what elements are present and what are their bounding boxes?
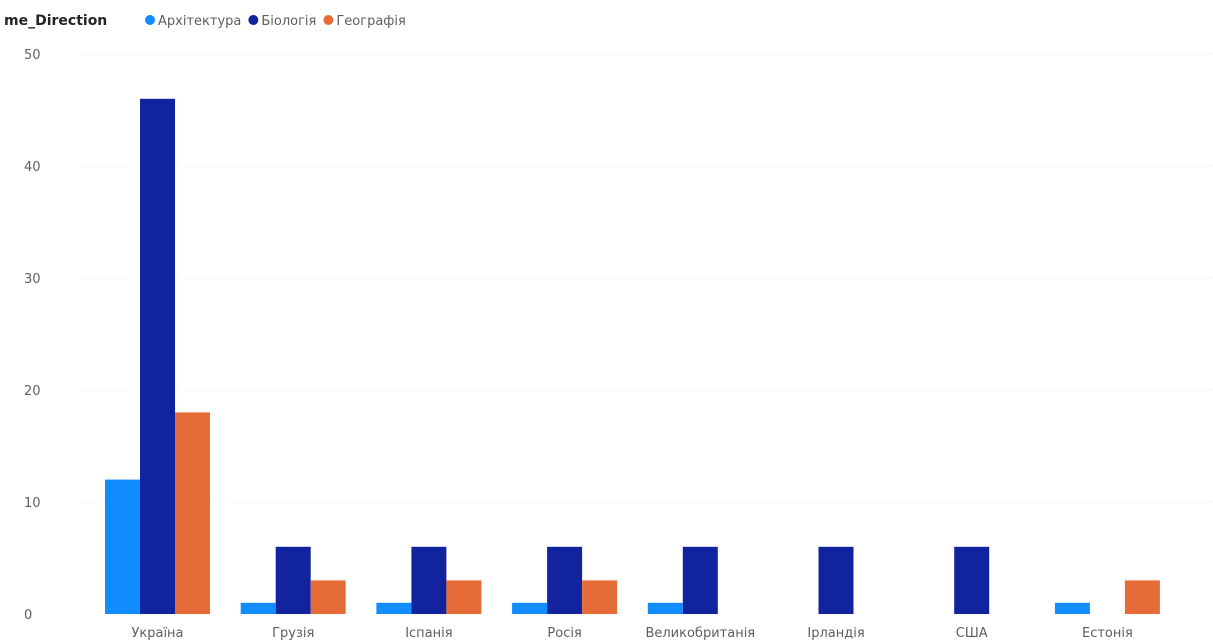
bar-архітектура-грузія[interactable] [240, 602, 276, 614]
category-group-іспанія [376, 546, 482, 614]
legend-item-архітектура[interactable]: Архітектура [145, 14, 241, 29]
bar-географія-грузія[interactable] [310, 580, 346, 614]
legend-marker-icon [145, 15, 155, 25]
y-tick-label: 10 [24, 496, 41, 511]
legend-label: Архітектура [158, 14, 241, 29]
legend-marker-icon [248, 15, 259, 25]
bar-біологія-росія[interactable] [547, 546, 583, 614]
y-tick-label: 50 [24, 48, 41, 63]
bar-архітектура-іспанія[interactable] [376, 602, 412, 614]
y-axis: 0 10 20 30 40 50 [24, 48, 41, 623]
category-group-сша [954, 546, 990, 614]
bar-архітектура-великобританія[interactable] [647, 602, 683, 614]
bar-біологія-сша[interactable] [954, 546, 990, 614]
category-group-великобританія [647, 546, 718, 614]
bar-географія-естонія[interactable] [1124, 580, 1160, 614]
y-tick-label: 40 [24, 160, 41, 175]
category-group-грузія [240, 546, 346, 614]
category-group-естонія [1054, 580, 1160, 614]
bar-архітектура-україна[interactable] [105, 479, 140, 614]
x-tick-label: Росія [547, 626, 581, 641]
legend-label: Географія [336, 14, 405, 29]
y-tick-label: 30 [24, 272, 41, 287]
gridlines [80, 53, 1213, 503]
legend: me_Direction Архітектура Біологія Географі… [4, 13, 406, 29]
x-tick-label: США [956, 626, 988, 641]
x-tick-label: Ірландія [807, 626, 864, 641]
x-tick-label: Великобританія [645, 626, 755, 641]
bar-біологія-великобританія[interactable] [682, 546, 718, 614]
legend-title: me_Direction [4, 13, 107, 29]
legend-marker-icon [323, 15, 334, 25]
category-group-росія [512, 546, 618, 614]
x-tick-label: Естонія [1082, 626, 1133, 641]
bar-географія-росія[interactable] [582, 580, 618, 614]
bar-архітектура-росія[interactable] [512, 602, 548, 614]
legend-item-біологія[interactable]: Біологія [248, 14, 316, 29]
bar-архітектура-естонія[interactable] [1054, 602, 1090, 614]
bar-біологія-грузія[interactable] [275, 546, 311, 614]
x-tick-label: Іспанія [405, 626, 452, 641]
bars [105, 98, 1160, 615]
legend-item-географія[interactable]: Географія [323, 14, 406, 29]
category-group-ірландія [818, 546, 854, 614]
legend-label: Біологія [261, 14, 316, 29]
bar-географія-україна[interactable] [175, 412, 210, 614]
y-tick-label: 0 [24, 608, 32, 623]
bar-біологія-іспанія[interactable] [411, 546, 447, 614]
bar-біологія-україна[interactable] [140, 98, 175, 615]
bar-географія-іспанія[interactable] [446, 580, 482, 614]
legend-items: Архітектура Біологія Географія [145, 14, 406, 29]
x-tick-label: Україна [131, 626, 183, 641]
x-axis: Україна Грузія Іспанія Росія Великобританія І… [131, 626, 1132, 641]
category-group-україна [105, 98, 210, 615]
x-tick-label: Грузія [272, 626, 314, 641]
bar-біологія-ірландія[interactable] [818, 546, 854, 614]
y-tick-label: 20 [24, 384, 41, 399]
